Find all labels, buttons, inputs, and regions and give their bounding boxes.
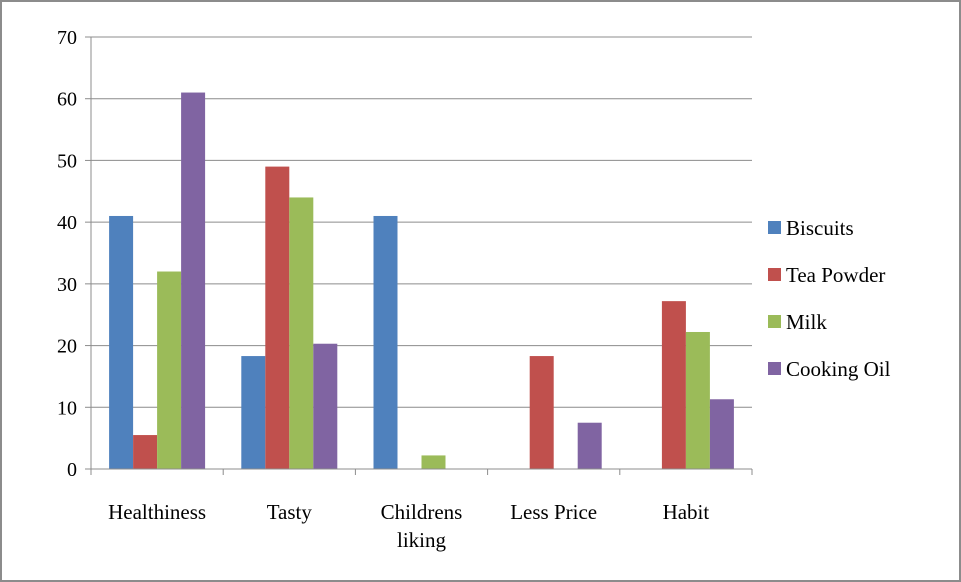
bar [529,356,554,469]
y-tick-label: 50 [57,150,77,172]
axes [85,36,753,475]
bar [577,422,602,469]
bar [313,343,338,469]
bar [133,435,158,469]
legend-swatch [768,362,781,375]
bar [289,197,314,469]
legend: Biscuits Tea Powder Milk Cooking Oil [768,216,891,381]
x-category-label: Childrens [381,500,463,524]
y-tick-label: 60 [57,89,77,111]
bar [685,331,710,469]
x-category-label: Less Price [510,500,597,524]
legend-label: Biscuits [786,216,854,240]
bar [181,92,206,470]
y-tick-label: 70 [57,27,77,49]
bar [109,215,134,469]
legend-label: Milk [786,310,827,334]
y-tick-label: 10 [57,397,77,419]
x-category-label: Habit [663,500,710,524]
y-tick-label: 30 [57,274,77,296]
y-tick-label: 0 [67,459,77,481]
legend-label: Cooking Oil [786,357,891,381]
legend-swatch [768,268,781,281]
x-category-label: Tasty [267,500,313,524]
legend-swatch [768,315,781,328]
bar [241,356,266,469]
y-tick-label: 40 [57,212,77,234]
bar [157,271,182,469]
bar [661,301,686,469]
x-category-label: Healthiness [108,500,206,524]
legend-swatch [768,221,781,234]
bar [421,455,446,469]
bar [373,215,398,469]
bar [265,166,290,469]
x-category-label: liking [397,528,447,552]
bars [109,92,734,470]
y-tick-label: 20 [57,336,77,358]
bar [709,399,734,469]
axis-labels: 0 10 20 30 40 50 60 70 Healthiness Tasty Childrens… [57,27,709,552]
legend-label: Tea Powder [786,263,885,287]
